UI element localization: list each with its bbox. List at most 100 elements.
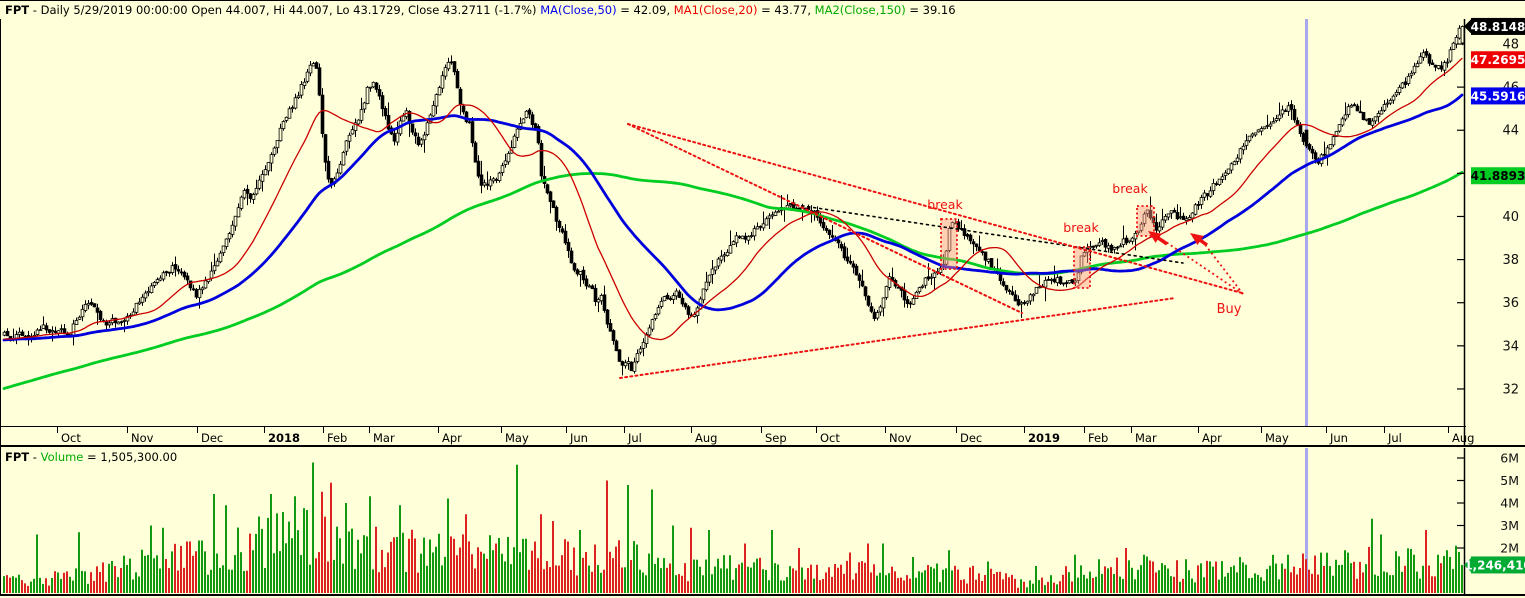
candle-body [1244, 140, 1249, 146]
volume-bar [1332, 575, 1334, 593]
candle-body [1379, 110, 1384, 115]
candle-body [722, 254, 727, 257]
candle-body [293, 97, 298, 109]
volume-title-seg-2: Volume [40, 450, 84, 464]
volume-bar [315, 558, 317, 593]
volume-bar [930, 566, 932, 593]
candle-body [965, 234, 970, 237]
candle-body [707, 274, 712, 283]
candle-body [197, 288, 202, 299]
candle-body [467, 121, 472, 124]
candle-body [1436, 65, 1441, 69]
volume-bar [162, 527, 164, 593]
volume-bar [567, 541, 569, 593]
volume-bar [735, 568, 737, 593]
volume-bar [1368, 546, 1370, 593]
candle-body [1124, 237, 1129, 244]
volume-bar [882, 543, 884, 593]
volume-bar [1320, 552, 1322, 593]
candle-body [284, 116, 289, 121]
candle-body [449, 61, 454, 64]
candle-body [1358, 111, 1363, 114]
candle-body [1412, 65, 1417, 74]
candle-body [458, 88, 463, 106]
candle-body [773, 211, 778, 216]
volume-bar [507, 536, 509, 593]
candle-body [1259, 128, 1264, 132]
volume-title-seg-3: = 1,505,300.00 [83, 450, 178, 464]
candle-body [1160, 219, 1165, 228]
volume-bar [900, 577, 902, 593]
candle-body [401, 115, 406, 122]
volume-bar [1323, 565, 1325, 593]
candle-body [1025, 300, 1030, 304]
candle-body [743, 235, 748, 240]
volume-bar [729, 555, 731, 593]
volume-bar [285, 543, 287, 593]
volume-bar [1458, 551, 1460, 593]
volume-bar [1212, 566, 1214, 593]
candle-body [1022, 302, 1027, 304]
volume-bar [747, 566, 749, 593]
breakout-highlight-rect [940, 218, 958, 270]
volume-bar [321, 491, 323, 593]
volume-bar [1227, 572, 1229, 593]
volume-tick-label: 2M [1500, 541, 1519, 556]
price-title-seg-7: = 39.16 [905, 3, 956, 17]
candle-body [248, 193, 253, 199]
volume-bar [159, 568, 161, 593]
volume-bar [291, 538, 293, 593]
candle-body [305, 71, 310, 82]
volume-bar [885, 575, 887, 593]
candle-body [266, 162, 271, 172]
candle-body [761, 223, 766, 229]
month-label: Apr [1202, 431, 1222, 445]
candle-body [1004, 284, 1009, 291]
price-value-tag-0-bg [1471, 17, 1525, 35]
volume-bar [1299, 568, 1301, 593]
candle-body [1295, 120, 1300, 125]
candle-body [383, 108, 388, 117]
volume-bar [498, 537, 500, 593]
price-value-tag-3: 41.8893 [1471, 169, 1525, 183]
volume-bar [951, 570, 953, 593]
volume-bar [486, 558, 488, 593]
volume-bar [603, 569, 605, 593]
volume-bar [750, 567, 752, 593]
volume-bar [549, 567, 551, 593]
candle-body [902, 289, 907, 301]
volume-bar [114, 566, 116, 593]
volume-bar [594, 544, 596, 593]
volume-bar [738, 564, 740, 593]
candle-body [575, 269, 580, 275]
volume-bar [1152, 561, 1154, 593]
candle-body [1289, 104, 1294, 110]
price-title-seg-6: MA2(Close,150) [814, 3, 906, 17]
candle-body [188, 280, 193, 289]
candle-body [524, 110, 529, 119]
candle-body [911, 298, 916, 305]
volume-bar [1344, 550, 1346, 593]
volume-bar [1050, 575, 1052, 593]
volume-bar [69, 576, 71, 593]
volume-bar [1221, 561, 1223, 593]
volume-bar [627, 485, 629, 593]
volume-bar [252, 550, 254, 593]
volume-bar [648, 553, 650, 593]
month-label: Nov [889, 431, 912, 445]
volume-bar [444, 556, 446, 593]
volume-bar [777, 564, 779, 593]
volume-bar [288, 521, 290, 593]
volume-bar [696, 559, 698, 593]
volume-bar [1338, 565, 1340, 593]
volume-bar [1014, 578, 1016, 593]
volume-bar [273, 553, 275, 593]
bottom-border [0, 594, 1525, 596]
candle-body [752, 228, 757, 237]
volume-bar [84, 571, 86, 593]
volume-bar [1434, 576, 1436, 593]
volume-bar [879, 572, 881, 593]
volume-bar [36, 534, 38, 593]
volume-bar [855, 573, 857, 593]
